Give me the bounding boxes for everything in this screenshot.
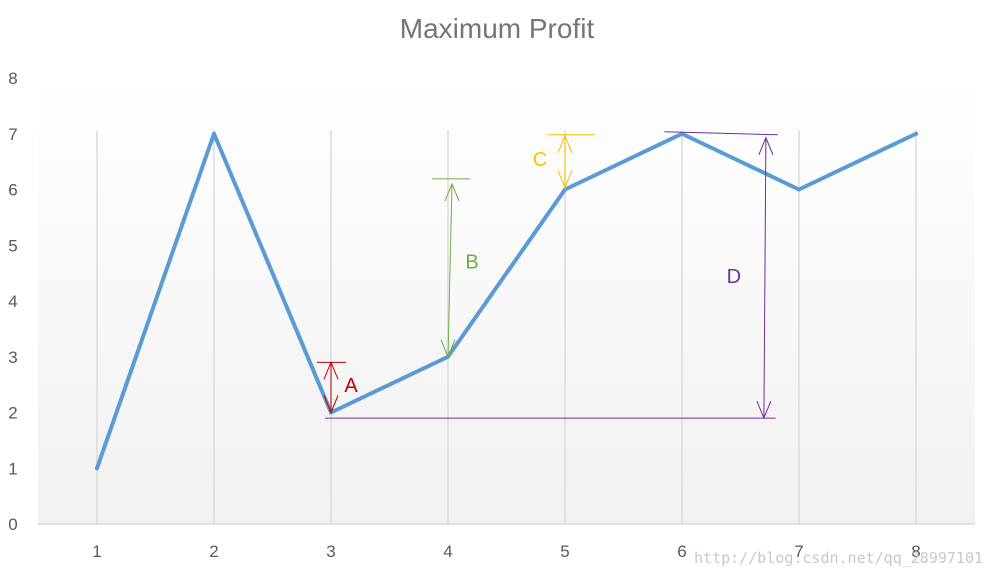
x-tick-label: 4 (443, 542, 452, 561)
y-tick-label: 6 (8, 181, 17, 200)
x-axis-ticks: 1 2 3 4 5 6 7 8 (92, 542, 920, 561)
arrowhead (323, 361, 339, 380)
annotation-arrow (763, 137, 767, 419)
y-tick-label: 3 (8, 348, 17, 367)
data-point (914, 131, 918, 136)
y-tick-label: 0 (8, 515, 17, 534)
chart-title: Maximum Profit (400, 13, 595, 44)
arrowhead (440, 339, 456, 359)
y-tick-label: 4 (8, 292, 17, 311)
annotation-cap (664, 131, 778, 136)
gridlines (96, 130, 917, 524)
x-tick-label: 1 (92, 542, 101, 561)
y-axis-ticks: 0 1 2 3 4 5 6 7 8 (8, 69, 17, 534)
data-point (212, 131, 216, 136)
x-tick-label: 7 (794, 542, 803, 561)
annotation-arrow (447, 183, 453, 357)
x-tick-label: 5 (560, 542, 569, 561)
annotation-label: D (727, 266, 741, 288)
x-tick-label: 3 (326, 542, 335, 561)
arrowhead (557, 134, 573, 153)
x-tick-label: 8 (911, 542, 920, 561)
annotation-a: A (317, 361, 358, 414)
y-tick-label: 7 (8, 125, 17, 144)
x-tick-label: 2 (209, 542, 218, 561)
plot-area (38, 80, 975, 525)
y-tick-label: 1 (8, 459, 17, 478)
arrowhead (756, 400, 772, 420)
watermark: http://blog.csdn.net/qq_28997101 (694, 549, 983, 567)
y-tick-label: 2 (8, 404, 17, 423)
annotation-label: C (533, 149, 547, 171)
y-tick-label: 8 (8, 69, 17, 88)
series-group (95, 131, 918, 471)
data-point (95, 466, 99, 471)
annotation-label: A (344, 375, 358, 397)
data-point (797, 187, 801, 192)
annotation-b: B (432, 178, 479, 359)
annotation-label: B (465, 252, 478, 274)
annotation-c: C (533, 134, 595, 190)
x-tick-label: 6 (677, 542, 686, 561)
arrowhead (323, 395, 339, 414)
series-line (95, 131, 918, 471)
arrowhead (444, 182, 460, 202)
arrowhead (557, 170, 573, 189)
y-tick-label: 5 (8, 236, 17, 255)
annotations: A B C D (317, 131, 778, 420)
data-point (680, 131, 684, 136)
arrowhead (758, 136, 774, 155)
annotation-d: D (325, 131, 778, 420)
